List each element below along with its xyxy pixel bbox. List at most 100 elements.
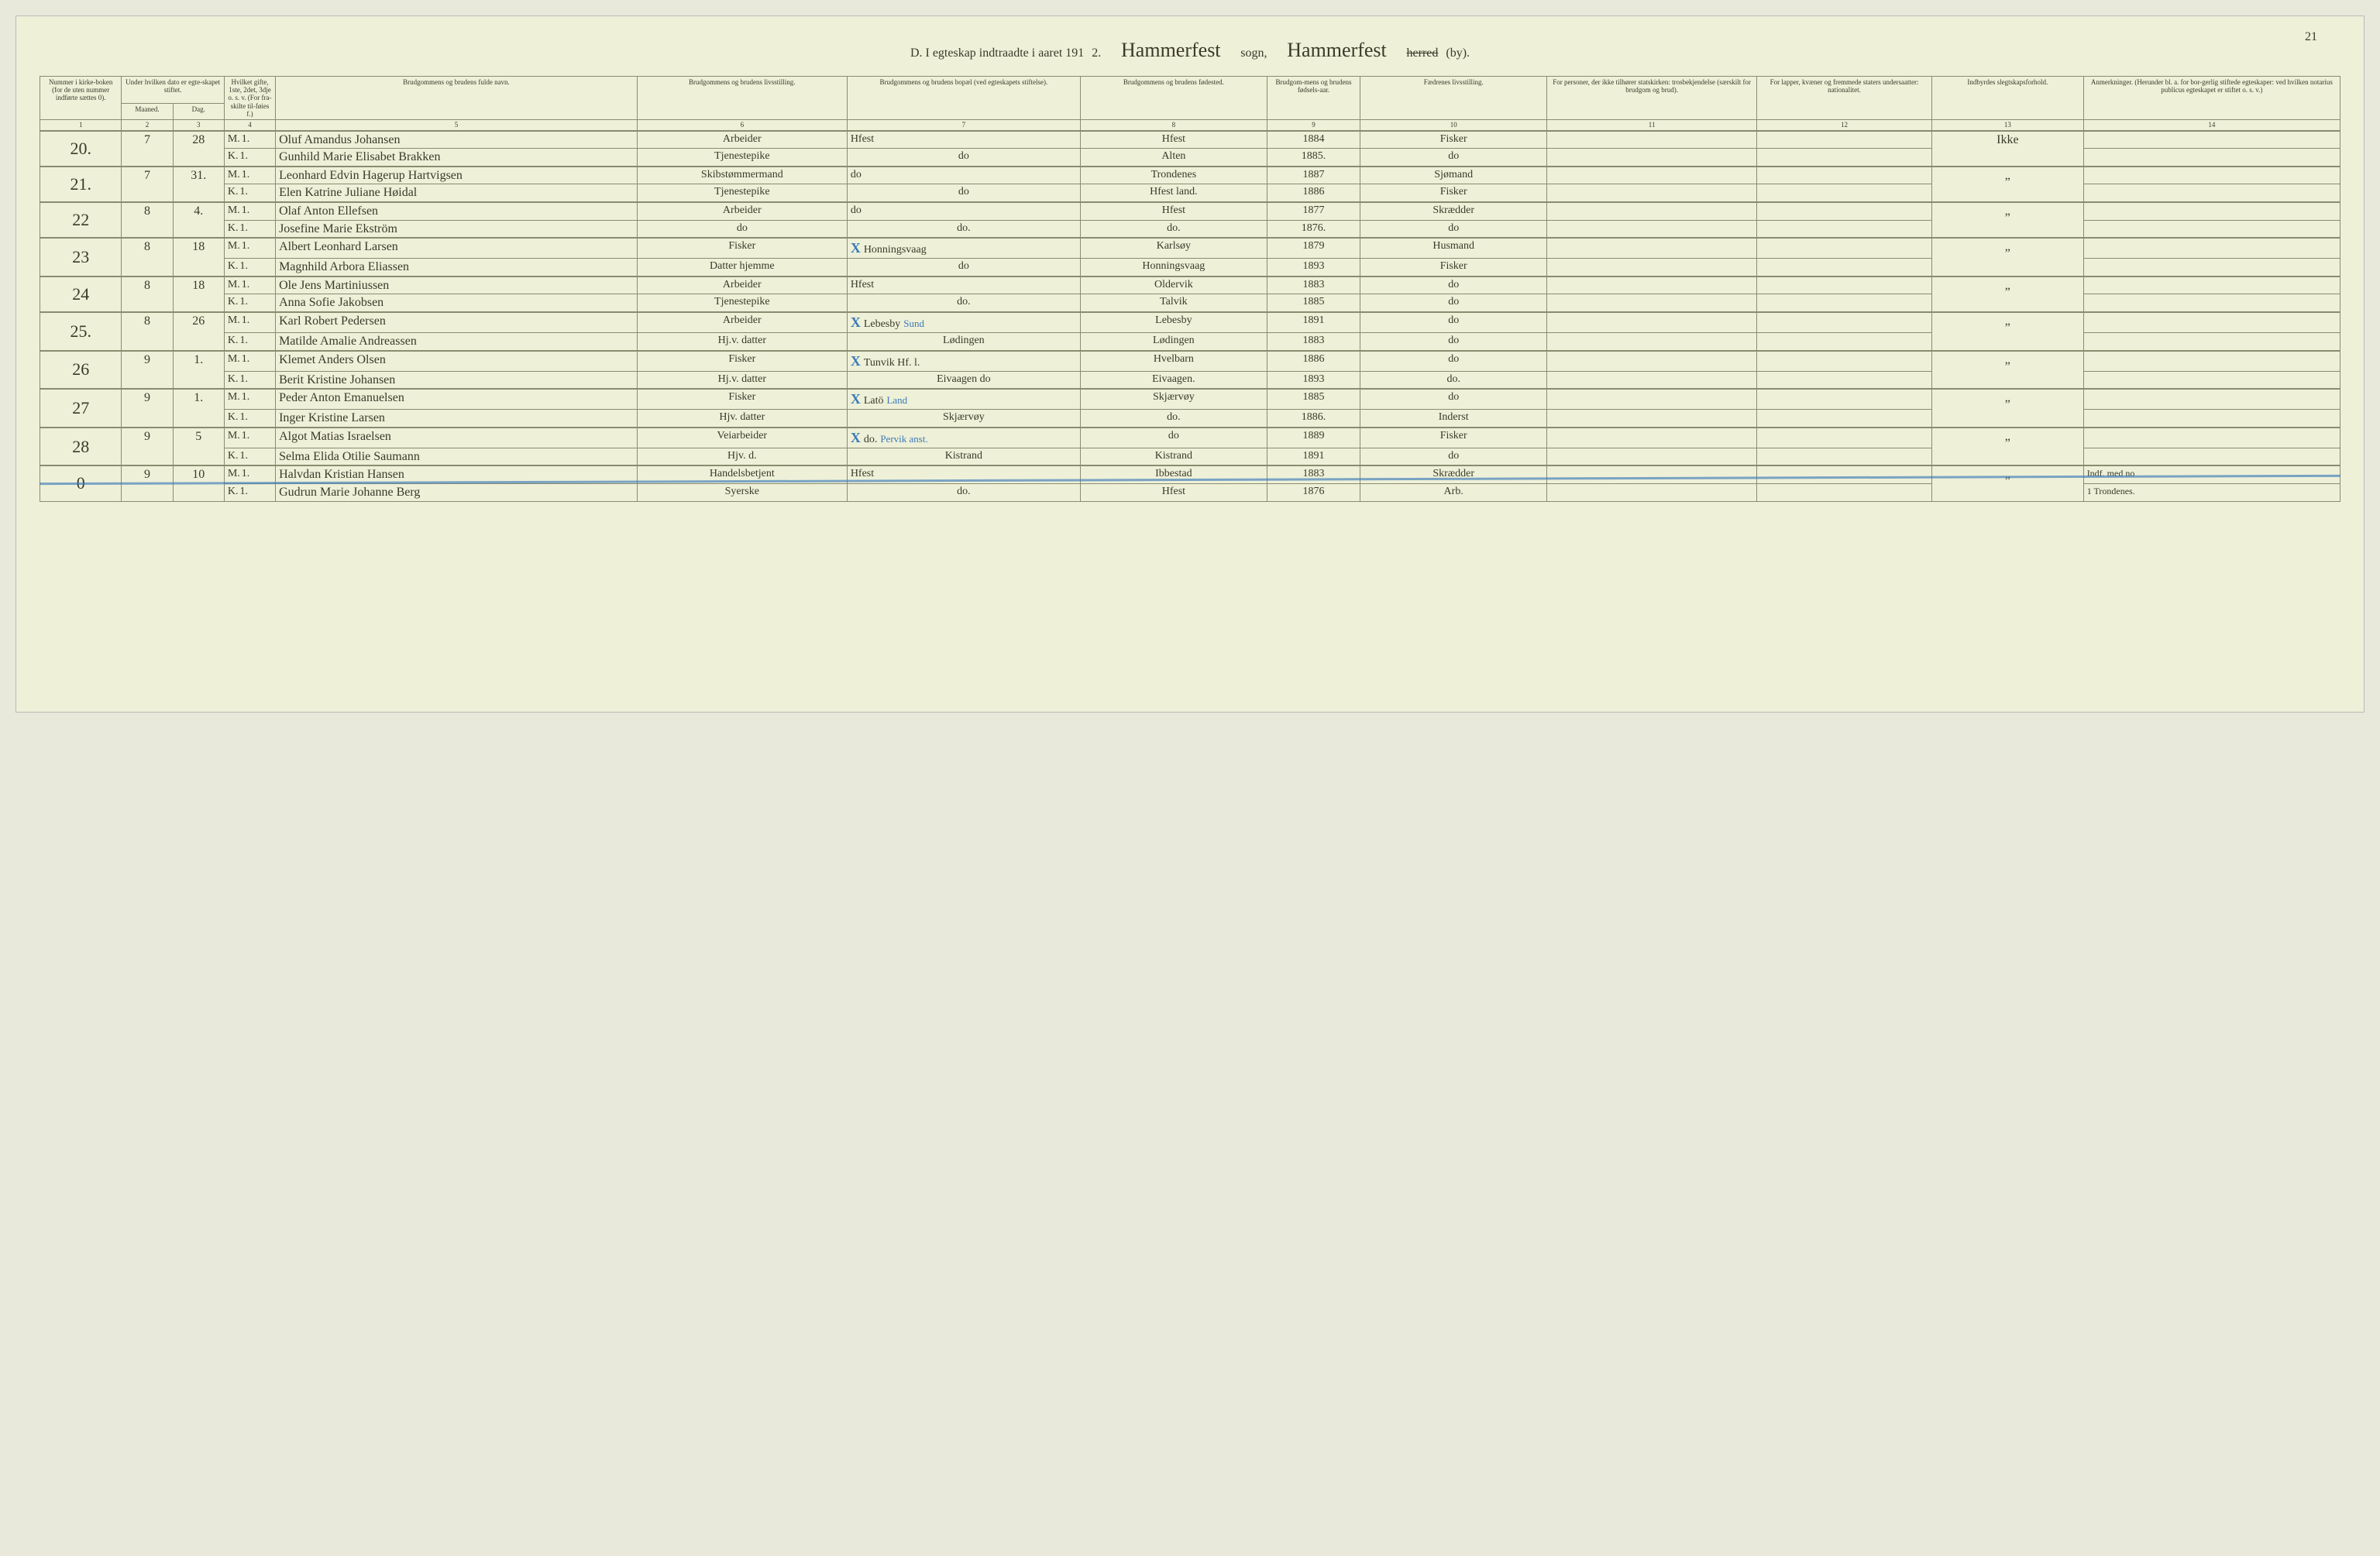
remarks-cell	[2083, 259, 2340, 277]
handwriting: do	[1448, 391, 1459, 403]
residence-cell: do	[847, 202, 1080, 220]
register-page: 21 D. I egteskap indtraadte i aaret 1912…	[15, 15, 2365, 713]
birthyear-cell: 1886.	[1267, 410, 1360, 428]
col-number: 11	[1547, 120, 1757, 131]
month-cell: 8	[122, 277, 173, 312]
handwriting: Hvelbarn	[1154, 353, 1194, 365]
residence-cell: Eivaagen do	[847, 371, 1080, 389]
marriage-mark: M.1.	[228, 240, 272, 252]
col-number: 7	[847, 120, 1080, 131]
col-header: Anmerkninger. (Herunder bl. a. for bor-g…	[2083, 76, 2340, 120]
table-row: 2791.M.1.Peder Anton EmanuelsenFiskerXLa…	[40, 389, 2340, 410]
entry-number: 27	[40, 389, 122, 428]
handwriting: 1876.	[1302, 222, 1326, 234]
col-header: Dag.	[173, 104, 224, 120]
handwriting: do	[737, 222, 748, 234]
handwriting: Sjømand	[1434, 169, 1473, 180]
name-cell: Olaf Anton Ellefsen	[276, 202, 638, 220]
marriage-mark: K.1.	[228, 150, 272, 163]
handwriting: 1893	[1303, 260, 1325, 272]
handwriting: do	[958, 150, 969, 162]
marriage-mark: K.1.	[228, 450, 272, 462]
handwriting: Hfest	[851, 468, 874, 479]
col-header: For lapper, kvæner og fremmede staters u…	[1757, 76, 1932, 120]
handwriting: Elen Katrine Juliane Høidal	[279, 186, 417, 199]
name-cell: Peder Anton Emanuelsen	[276, 389, 638, 410]
marriage-mark: M.1.	[228, 430, 272, 442]
remarks-cell	[2083, 389, 2340, 410]
faith-cell	[1547, 259, 1757, 277]
page-title: D. I egteskap indtraadte i aaret 1912. H…	[40, 40, 2340, 62]
col-header: Indbyrdes slegtskapsforhold.	[1931, 76, 2083, 120]
birthplace-cell: Skjærvøy	[1080, 389, 1267, 410]
handwriting: 1886.	[1302, 411, 1326, 423]
handwriting: Inderst	[1439, 411, 1469, 423]
col-number: 9	[1267, 120, 1360, 131]
month-cell: 7	[122, 167, 173, 202]
handwriting: Josefine Marie Ekström	[279, 222, 397, 235]
remarks-cell	[2083, 333, 2340, 351]
remarks-cell: 1 Trondenes.	[2083, 483, 2340, 501]
blue-mark-icon: X	[851, 391, 861, 407]
faith-cell	[1547, 389, 1757, 410]
blue-note: Pervik anst.	[880, 433, 927, 445]
handwriting: Karlsøy	[1157, 240, 1191, 252]
father-cell: do	[1360, 351, 1547, 372]
handwriting: do.	[957, 296, 971, 307]
father-cell: Skrædder	[1360, 202, 1547, 220]
occupation-cell: Datter hjemme	[637, 259, 847, 277]
marriage-mark: M.1.	[228, 353, 272, 366]
remarks-cell	[2083, 312, 2340, 333]
day-cell: 26	[173, 312, 224, 351]
handwriting: Fisker	[728, 391, 755, 403]
col-number: 4	[224, 120, 275, 131]
blue-note: Land	[886, 394, 907, 406]
entry-number: 23	[40, 238, 122, 277]
day-cell: 31.	[173, 167, 224, 202]
faith-cell	[1547, 428, 1757, 448]
handwriting: Albert Leonhard Larsen	[279, 240, 398, 253]
handwriting: Kistrand	[1155, 450, 1192, 462]
col-number: 10	[1360, 120, 1547, 131]
birthplace-cell: Trondenes	[1080, 167, 1267, 184]
marriage-cell: K.1.	[224, 259, 275, 277]
col-number: 3	[173, 120, 224, 131]
marriage-mark: K.1.	[228, 486, 272, 498]
title-sogn-2: Hammerfest	[1275, 40, 1399, 62]
handwriting: 1889	[1303, 430, 1325, 441]
remarks-cell	[2083, 410, 2340, 428]
handwriting: Latö	[864, 395, 884, 407]
father-cell: Skrædder	[1360, 465, 1547, 483]
handwriting: Hfest	[1162, 204, 1185, 216]
table-row: 25.826M.1.Karl Robert PedersenArbeiderXL…	[40, 312, 2340, 333]
birthyear-cell: 1893	[1267, 371, 1360, 389]
handwriting: Eivaagen do	[937, 373, 991, 385]
kinship-cell: „	[1931, 202, 2083, 238]
birthplace-cell: Hfest land.	[1080, 184, 1267, 202]
faith-cell	[1547, 312, 1757, 333]
handwriting: Karl Robert Pedersen	[279, 314, 386, 328]
nationality-cell	[1757, 238, 1932, 259]
birthplace-cell: Hfest	[1080, 131, 1267, 149]
residence-cell: Hfest	[847, 131, 1080, 149]
nationality-cell	[1757, 371, 1932, 389]
col-header: Nummer i kirke-boken (for de uten nummer…	[40, 76, 122, 120]
month-cell: 9	[122, 351, 173, 390]
blue-note: Sund	[903, 318, 924, 329]
marriage-mark: M.1.	[228, 391, 272, 404]
father-cell: do	[1360, 149, 1547, 167]
handwriting: Handelsbetjent	[710, 468, 775, 479]
marriage-cell: K.1.	[224, 220, 275, 238]
kinship-cell: „	[1931, 465, 2083, 501]
handwriting: Lebesby	[1155, 314, 1192, 326]
residence-cell: Skjærvøy	[847, 410, 1080, 428]
remarks-cell	[2083, 428, 2340, 448]
kinship-cell: „	[1931, 351, 2083, 390]
marriage-cell: M.1.	[224, 202, 275, 220]
residence-cell: XLatöLand	[847, 389, 1080, 410]
table-row: 21.731.M.1.Leonhard Edvin Hagerup Hartvi…	[40, 167, 2340, 184]
nationality-cell	[1757, 312, 1932, 333]
birthyear-cell: 1876.	[1267, 220, 1360, 238]
birthyear-cell: 1886	[1267, 351, 1360, 372]
handwriting: do.	[864, 434, 878, 445]
